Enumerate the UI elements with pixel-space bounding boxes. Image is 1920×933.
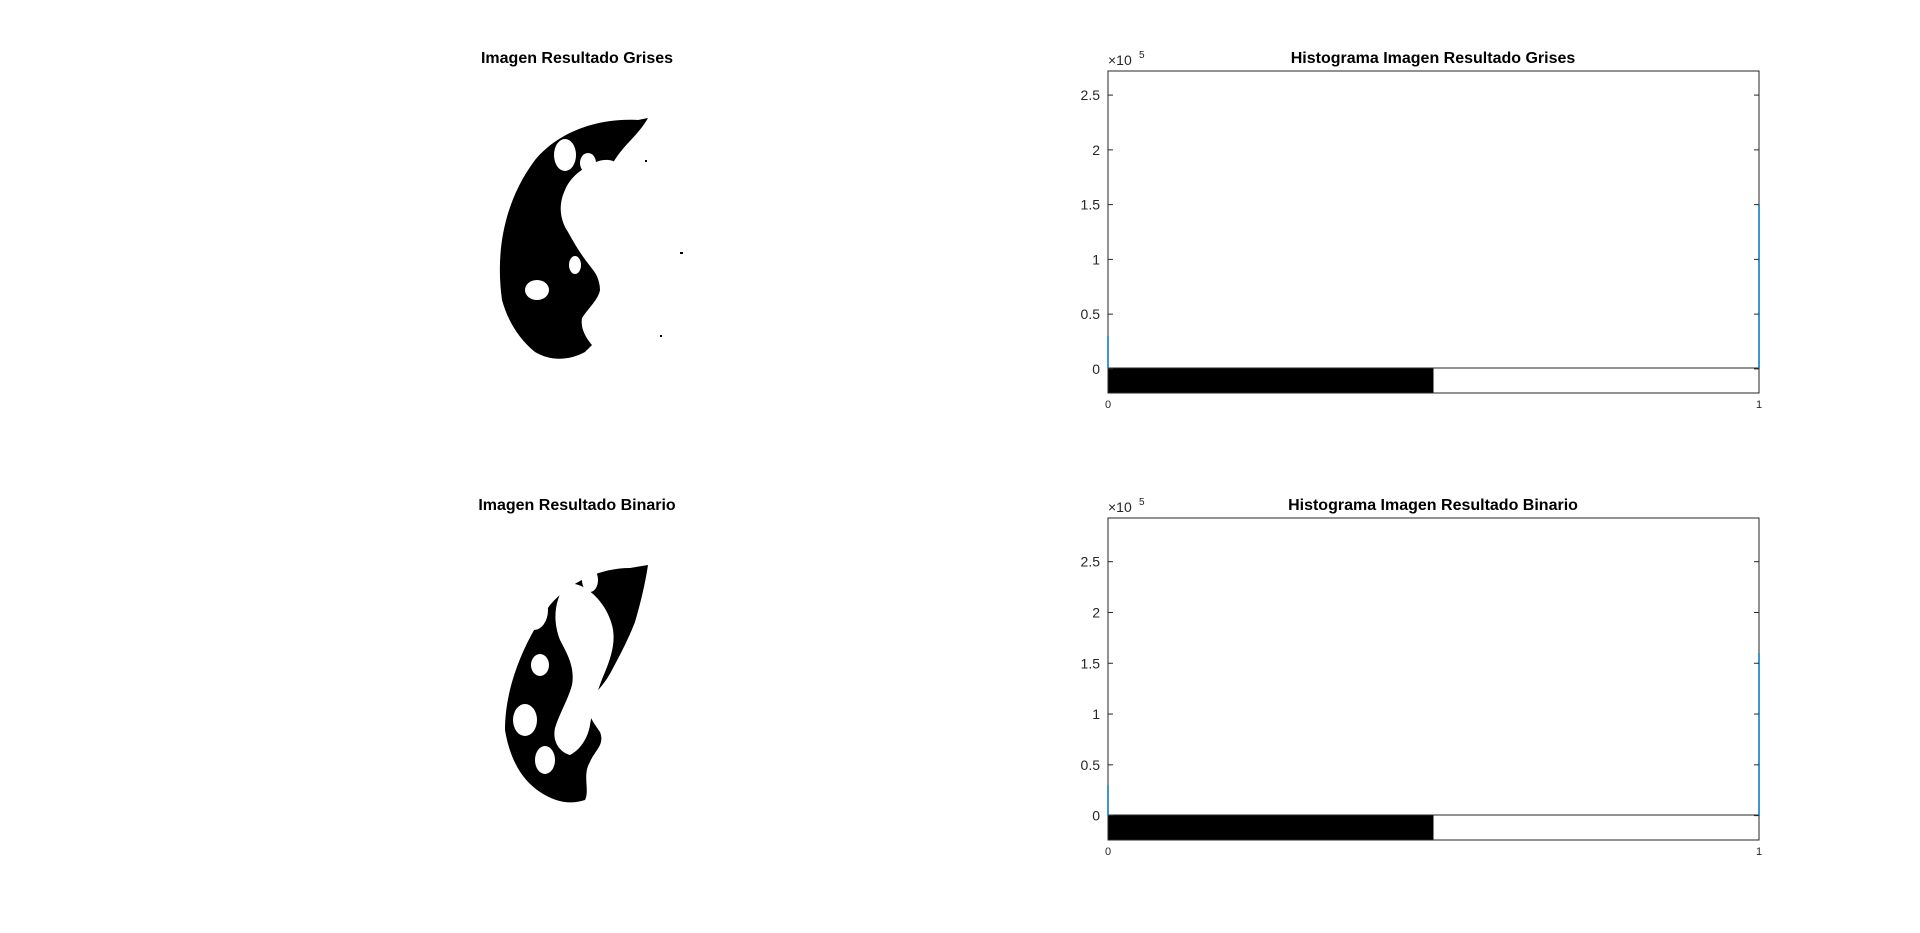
hist-grises-ytick-label: 1.5 [1081,197,1101,213]
hist-binario-exponent-power: 5 [1139,497,1145,508]
hist-grises-colorbar-frame [1107,367,1760,394]
image-binario-spot-2 [513,704,537,736]
hist-grises-colorbar-segment [1108,368,1434,393]
hist-grises-ytick-label: 0 [1092,361,1100,377]
hist-binario-axes-frame [1107,517,1760,841]
hist-binario-exponent: ×10 5 [1108,497,1145,515]
image-grises-spot-1 [554,139,576,171]
hist-binario-xtick-label: 0 [1105,846,1111,858]
image-binario-spot-1 [520,590,548,630]
image-grises-bright-region [560,159,631,292]
image-binario-spot-4 [531,654,549,676]
image-binario-spot-5 [582,568,598,592]
hist-binario-colorbar-segment [1108,815,1434,840]
hist-grises-ytick-label: 2 [1092,142,1100,158]
hist-grises-plot-area: 0 0.5 1 1.5 2 2.5 0 1 [1081,70,1762,411]
subplot-hist-binario: Histograma Imagen Resultado Binario ×10 … [1081,497,1763,858]
hist-binario-ytick-label: 0.5 [1081,757,1101,773]
hist-grises-ytick-label: 0.5 [1081,306,1101,322]
image-grises-speck-3 [645,160,647,162]
image-binario [505,565,648,803]
subplot-image-binario: Imagen Resultado Binario [478,497,676,803]
image-binario-spot-3 [535,746,555,774]
hist-grises-ytick-label: 2.5 [1081,87,1101,103]
hist-binario-ytick-label: 0 [1092,808,1100,824]
image-grises [499,118,683,359]
hist-grises-exponent-power: 5 [1139,50,1145,61]
hist-grises-xtick-label: 1 [1756,399,1762,411]
image-grises-spot-4 [569,256,581,274]
hist-grises-ytick-label: 1 [1092,251,1100,267]
hist-binario-ytick-label: 1.5 [1081,655,1101,671]
hist-binario-colorbar-segment [1433,815,1759,840]
hist-grises-title: Histograma Imagen Resultado Grises [1291,50,1576,67]
hist-grises-colorbar-segment [1433,368,1759,393]
hist-grises-exponent-base: ×10 [1108,52,1132,68]
subplot-image-grises: Imagen Resultado Grises [481,50,683,359]
hist-binario-exponent-base: ×10 [1108,499,1132,515]
hist-binario-ytick-label: 1 [1092,706,1100,722]
image-grises-spot-2 [580,153,596,173]
hist-grises-exponent: ×10 5 [1108,50,1145,68]
image-grises-spot-3 [525,280,549,300]
hist-binario-title: Histograma Imagen Resultado Binario [1288,497,1578,514]
hist-binario-ytick-label: 2.5 [1081,554,1101,570]
hist-grises-xtick-label: 0 [1105,399,1111,411]
hist-binario-plot-area: 0 0.5 1 1.5 2 2.5 0 1 [1081,517,1762,858]
subplot-hist-grises: Histograma Imagen Resultado Grises ×10 5… [1081,50,1763,411]
hist-binario-ytick-label: 2 [1092,604,1100,620]
image-grises-title: Imagen Resultado Grises [481,50,673,67]
image-binario-bright-region-1 [554,583,614,755]
image-grises-speck-2 [660,335,662,337]
hist-binario-xtick-label: 1 [1756,846,1762,858]
hist-binario-colorbar-frame [1107,814,1760,841]
hist-grises-axes-frame [1107,70,1760,394]
image-binario-title: Imagen Resultado Binario [478,497,676,514]
image-grises-speck-1 [680,252,683,254]
